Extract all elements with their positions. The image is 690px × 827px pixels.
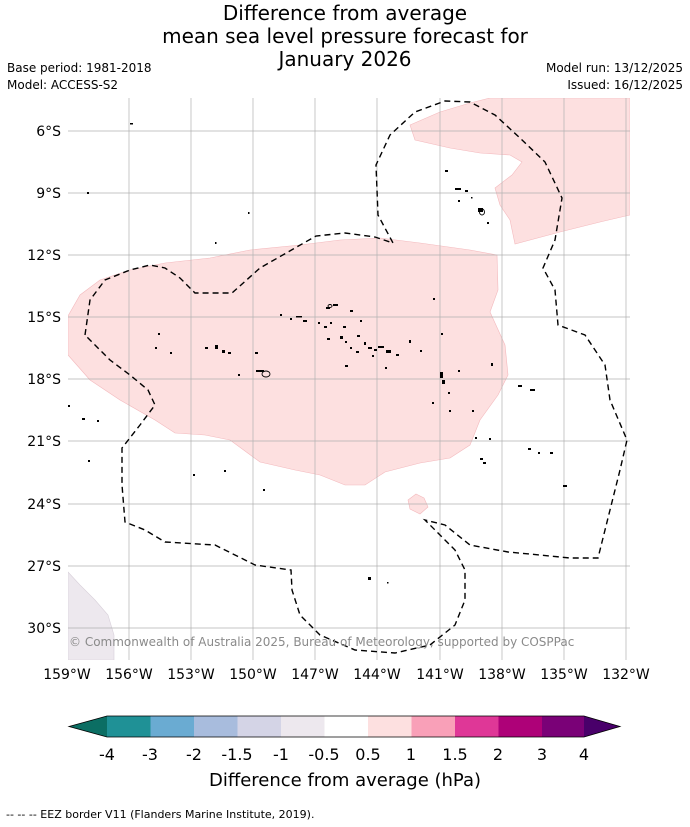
lon-label-159w: 159°W [43, 667, 91, 683]
lon-label-153w: 153°W [167, 667, 215, 683]
colorbar-segment-12 [584, 716, 620, 737]
colorbar-tick-10: 3 [536, 745, 548, 764]
lat-label-27s: 27°S [27, 559, 61, 575]
map-gridlines [68, 98, 630, 660]
lat-label-24s: 24°S [27, 497, 61, 513]
colorbar-tick-9: 2 [492, 745, 504, 764]
lon-label-156w: 156°W [105, 667, 153, 683]
model-run: Model run: 13/12/2025 [545, 61, 683, 75]
colorbar-segment-11 [542, 716, 584, 737]
lat-label-12s: 12°S [27, 248, 61, 264]
eez-legend: -- -- -- EEZ border V11 (Flanders Marine… [6, 808, 315, 821]
model-name: Model: ACCESS-S2 [7, 78, 119, 92]
lat-label-15s: 15°S [27, 310, 61, 326]
anomaly-region-main [68, 237, 509, 486]
anomaly-region-negative [68, 571, 115, 660]
colorbar-segment-7 [368, 716, 412, 737]
map-panel: © Commonwealth of Australia 2025, Bureau… [27, 98, 650, 683]
title-line-1: Difference from average [222, 1, 468, 25]
lat-label-9s: 9°S [36, 186, 61, 202]
colorbar-tick-0: -4 [99, 745, 115, 764]
eez-border-cook-islands-french-polynesia [84, 100, 628, 654]
title-line-3: January 2026 [278, 47, 412, 71]
colorbar-tick-1: -3 [142, 745, 158, 764]
title-line-2: mean sea level pressure forecast for [162, 24, 528, 48]
lat-label-18s: 18°S [27, 372, 61, 388]
colorbar-tick-11: 4 [578, 745, 590, 764]
lon-label-132w: 132°W [602, 667, 650, 683]
issued-date: Issued: 16/12/2025 [567, 78, 683, 92]
colorbar-segment-6 [324, 716, 368, 737]
lon-label-150w: 150°W [229, 667, 277, 683]
colorbar-tick-6: 0.5 [355, 745, 381, 764]
base-period: Base period: 1981-2018 [7, 61, 152, 75]
colorbar-tick-4: -1 [273, 745, 289, 764]
colorbar-segment-1 [107, 716, 151, 737]
lon-label-135w: 135°W [540, 667, 588, 683]
colorbar-segment-4 [237, 716, 281, 737]
colorbar-segment-0 [69, 716, 107, 737]
anomaly-region-northeast [409, 98, 630, 245]
lon-label-147w: 147°W [291, 667, 339, 683]
colorbar-segment-10 [498, 716, 542, 737]
colorbar-tick-2: -2 [186, 745, 202, 764]
colorbar-segment-3 [194, 716, 238, 737]
colorbar-tick-8: 1.5 [442, 745, 468, 764]
islands [68, 123, 567, 584]
lat-label-21s: 21°S [27, 434, 61, 450]
colorbar [67, 715, 622, 738]
colorbar-tick-5: -0.5 [308, 745, 340, 764]
lat-label-6s: 6°S [36, 124, 61, 140]
island-outlines [261, 208, 485, 378]
copyright-notice: © Commonwealth of Australia 2025, Bureau… [69, 635, 574, 649]
colorbar-segment-2 [150, 716, 194, 737]
colorbar-tick-7: 1 [405, 745, 417, 764]
colorbar-tick-3: -1.5 [221, 745, 253, 764]
colorbar-outline [67, 715, 622, 738]
colorbar-title: Difference from average (hPa) [208, 770, 482, 791]
lon-label-138w: 138°W [478, 667, 526, 683]
colorbar-segment-5 [281, 716, 325, 737]
lon-label-144w: 144°W [353, 667, 401, 683]
colorbar-segment-9 [455, 716, 499, 737]
lon-label-141w: 141°W [416, 667, 464, 683]
colorbar-segment-8 [411, 716, 455, 737]
lat-label-30s: 30°S [27, 621, 61, 637]
